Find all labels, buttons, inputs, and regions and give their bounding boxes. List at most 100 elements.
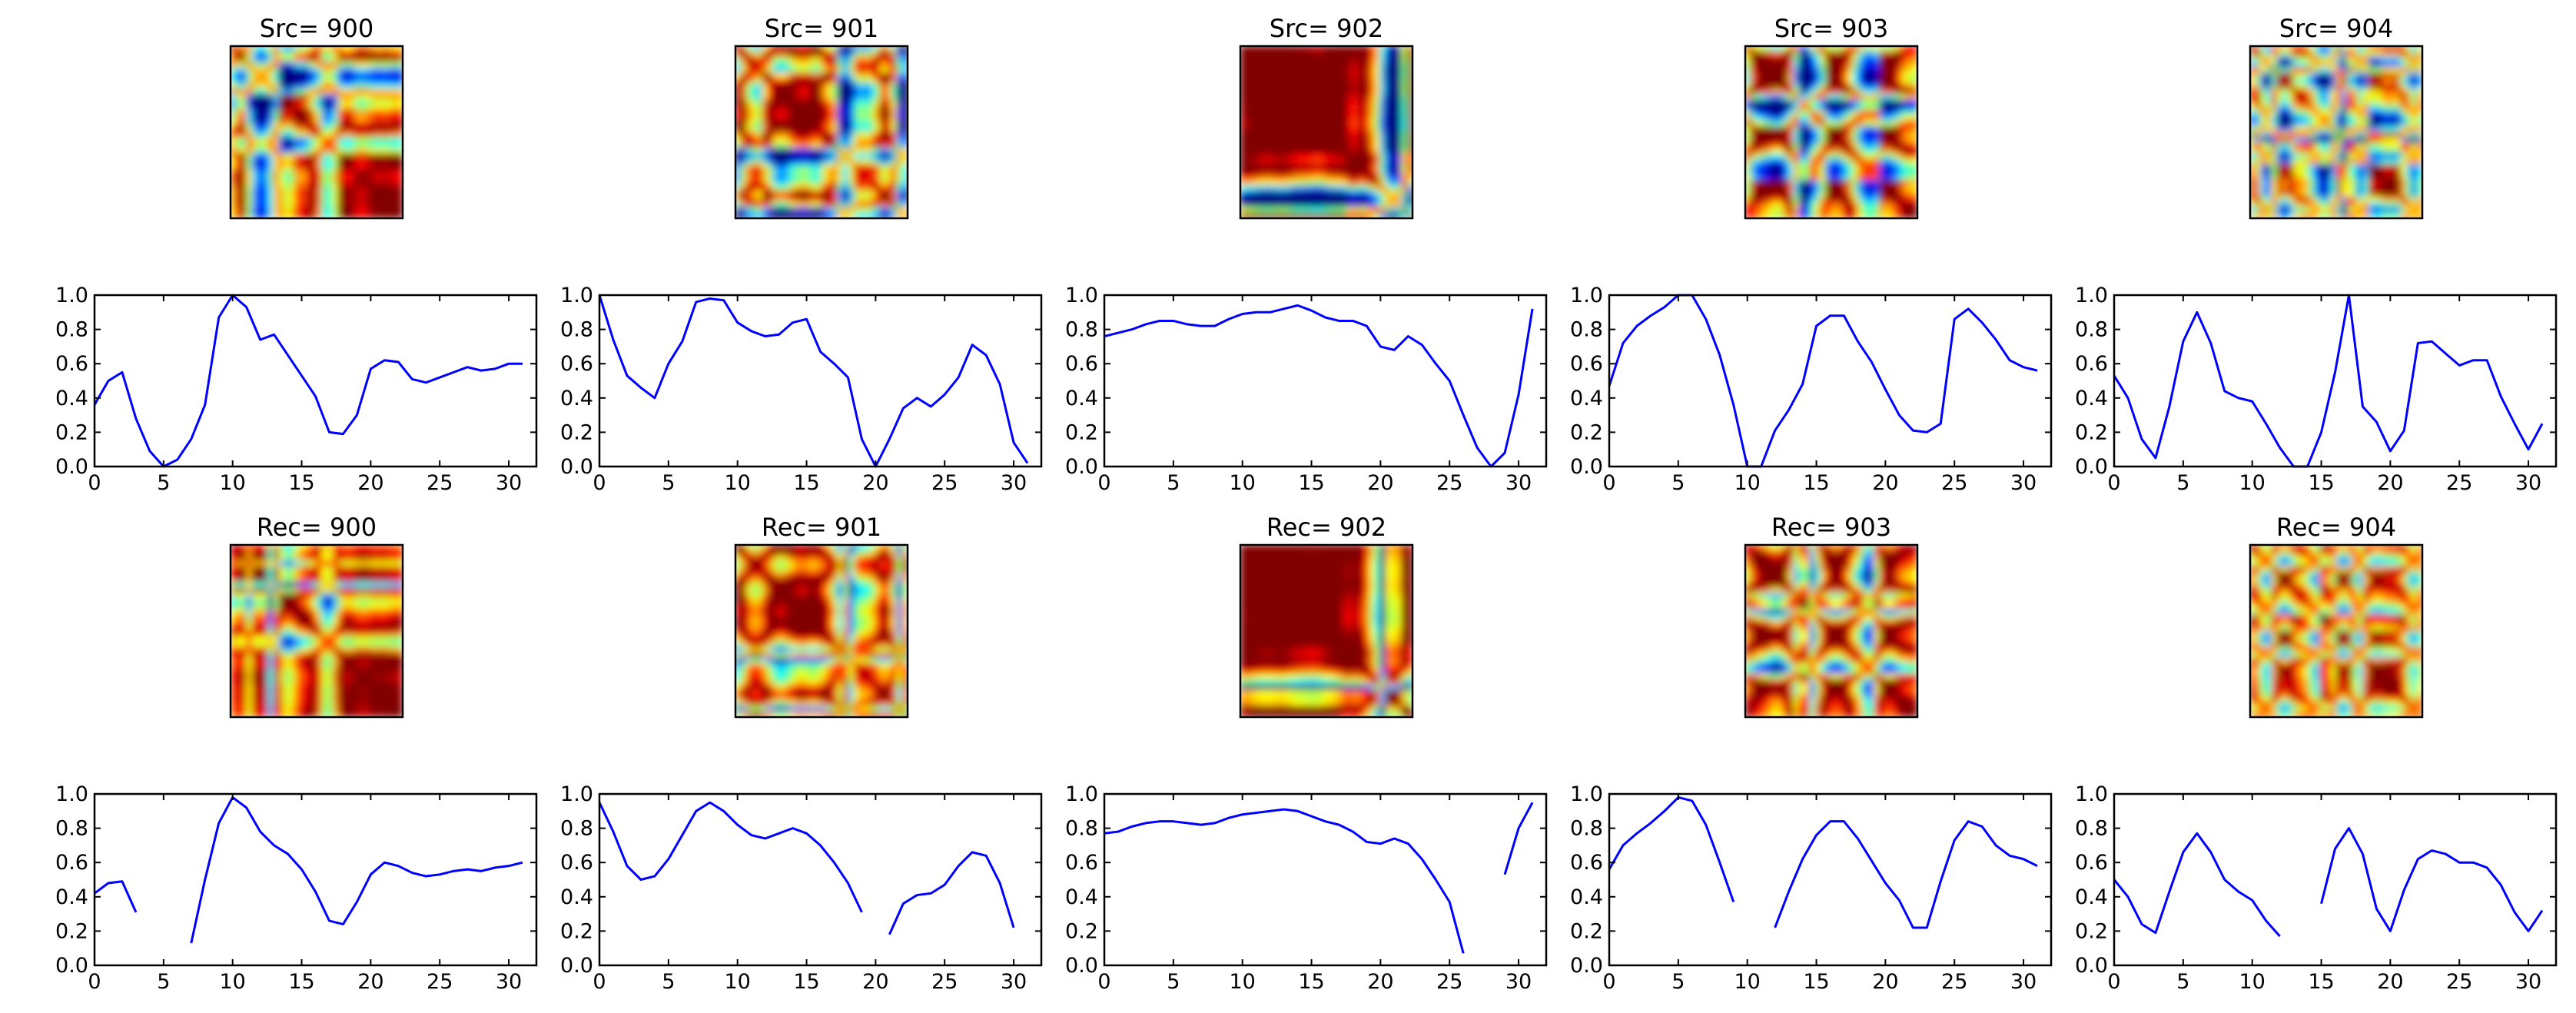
heatmap-cell bbox=[1245, 164, 1252, 171]
heatmap-cell bbox=[810, 51, 817, 58]
heatmap-cell bbox=[778, 51, 785, 58]
heatmap-cell bbox=[885, 121, 892, 128]
heatmap-cell bbox=[788, 169, 795, 176]
heatmap-cell bbox=[1847, 207, 1854, 214]
heatmap-cell bbox=[2357, 169, 2364, 176]
heatmap-cell bbox=[751, 148, 758, 154]
heatmap-cell bbox=[778, 126, 785, 133]
heatmap-cell bbox=[1771, 191, 1778, 198]
heatmap-cell bbox=[1788, 164, 1794, 171]
heatmap-cell bbox=[1326, 164, 1333, 171]
heatmap-cell bbox=[885, 137, 892, 144]
heatmap-cell bbox=[805, 142, 812, 149]
heatmap-cell bbox=[805, 83, 812, 90]
heatmap-cell bbox=[799, 110, 806, 117]
heatmap-cell bbox=[235, 126, 242, 133]
heatmap-cell bbox=[2303, 51, 2310, 58]
heatmap-cell bbox=[1798, 72, 1805, 79]
heatmap-cell bbox=[1331, 126, 1338, 133]
heatmap-cell bbox=[1745, 201, 1751, 208]
heatmap-cell bbox=[896, 148, 903, 154]
heatmap-cell bbox=[826, 126, 833, 133]
heatmap-cell bbox=[2335, 164, 2342, 171]
heatmap-cell bbox=[805, 131, 812, 138]
heatmap-cell bbox=[1874, 137, 1881, 144]
heatmap-cell bbox=[332, 126, 339, 133]
heatmap-cell bbox=[300, 201, 307, 208]
heatmap-cell bbox=[2416, 180, 2422, 187]
heatmap-cell bbox=[284, 185, 290, 192]
heatmap-cell bbox=[1906, 148, 1913, 154]
heatmap-cell bbox=[294, 46, 301, 52]
heatmap-cell bbox=[1884, 94, 1891, 101]
heatmap-cell bbox=[1831, 126, 1837, 133]
heatmap-cell bbox=[1299, 83, 1306, 90]
heatmap-cell bbox=[348, 83, 355, 90]
heatmap-cell bbox=[799, 72, 806, 79]
heatmap-cell bbox=[2362, 67, 2369, 74]
heatmap-cell bbox=[231, 207, 237, 214]
heatmap-cell bbox=[2368, 158, 2375, 165]
heatmap-cell bbox=[880, 126, 887, 133]
heatmap-cell bbox=[267, 46, 274, 52]
heatmap-cell bbox=[1906, 56, 1913, 63]
heatmap-cell bbox=[1320, 207, 1327, 214]
heatmap-cell bbox=[2250, 51, 2256, 58]
heatmap-cell bbox=[1320, 191, 1327, 198]
heatmap-cell bbox=[235, 131, 242, 138]
heatmap-cell bbox=[783, 169, 790, 176]
heatmap-cell bbox=[1761, 115, 1768, 122]
heatmap-cell bbox=[767, 88, 774, 95]
heatmap-cell bbox=[1900, 169, 1907, 176]
heatmap-cell bbox=[2276, 158, 2283, 165]
heatmap-cell bbox=[2282, 153, 2289, 160]
heatmap-cell bbox=[2260, 174, 2267, 181]
heatmap-cell bbox=[2405, 51, 2412, 58]
heatmap-cell bbox=[2271, 142, 2278, 149]
heatmap-cell bbox=[2400, 180, 2407, 187]
heatmap-cell bbox=[1750, 201, 1757, 208]
heatmap-cell bbox=[348, 196, 355, 203]
heatmap-cell bbox=[1755, 201, 1762, 208]
heatmap-cell bbox=[1745, 67, 1751, 74]
heatmap-cell bbox=[241, 207, 247, 214]
heatmap-cell bbox=[241, 158, 247, 165]
heatmap-cell bbox=[316, 115, 323, 122]
heatmap-cell bbox=[1336, 121, 1343, 128]
heatmap-cell bbox=[783, 207, 790, 214]
heatmap-cell bbox=[1293, 88, 1300, 95]
heatmap-cell bbox=[380, 148, 387, 154]
heatmap-cell bbox=[386, 142, 393, 149]
heatmap-cell bbox=[783, 56, 790, 63]
heatmap-cell bbox=[273, 83, 280, 90]
heatmap-cell bbox=[267, 185, 274, 192]
heatmap-cell bbox=[337, 148, 344, 154]
heatmap-cell bbox=[2282, 191, 2289, 198]
heatmap-cell bbox=[2298, 105, 2305, 111]
heatmap-cell bbox=[375, 137, 382, 144]
heatmap-cell bbox=[1326, 78, 1333, 85]
heatmap-cell bbox=[1788, 99, 1794, 106]
heatmap-cell bbox=[267, 180, 274, 187]
heatmap-cell bbox=[864, 158, 871, 165]
heatmap-cell bbox=[1890, 207, 1897, 214]
heatmap-cell bbox=[1401, 61, 1408, 68]
heatmap-cell bbox=[1906, 137, 1913, 144]
heatmap-cell bbox=[397, 61, 403, 68]
heatmap-cell bbox=[1857, 148, 1864, 154]
heatmap-cell bbox=[241, 174, 247, 181]
heatmap-cell bbox=[1804, 46, 1811, 52]
heatmap-cell bbox=[294, 83, 301, 90]
heatmap-cell bbox=[1369, 105, 1376, 111]
heatmap-cell bbox=[1331, 174, 1338, 181]
heatmap-cell bbox=[1879, 142, 1886, 149]
heatmap-cell bbox=[799, 94, 806, 101]
heatmap-cell bbox=[327, 158, 334, 165]
heatmap-cell bbox=[375, 51, 382, 58]
heatmap-cell bbox=[869, 201, 876, 208]
heatmap-cell bbox=[1310, 142, 1316, 149]
heatmap-cell bbox=[2271, 169, 2278, 176]
heatmap-cell bbox=[891, 83, 898, 90]
heatmap-cell bbox=[1895, 174, 1902, 181]
heatmap-cell bbox=[1266, 72, 1273, 79]
